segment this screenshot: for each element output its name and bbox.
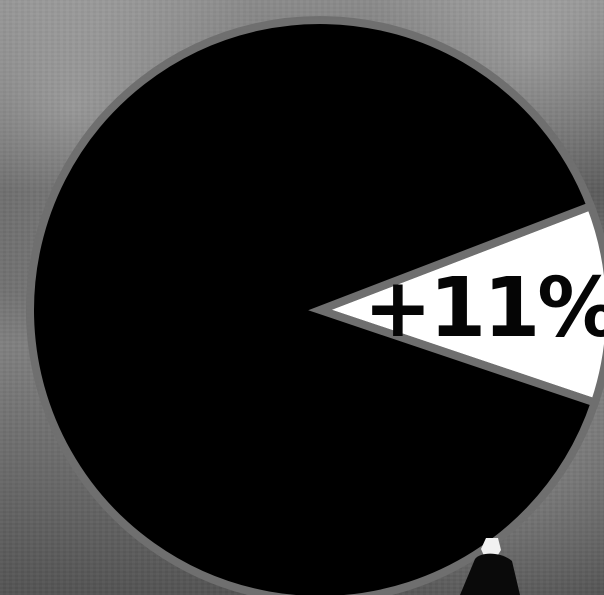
- slice-label-growth: +11%: [363, 261, 604, 356]
- pie-slice-growth: [308, 200, 604, 408]
- pie-slice-remainder: [26, 16, 600, 595]
- pie-slices: [26, 16, 604, 595]
- background-figure: [460, 538, 520, 595]
